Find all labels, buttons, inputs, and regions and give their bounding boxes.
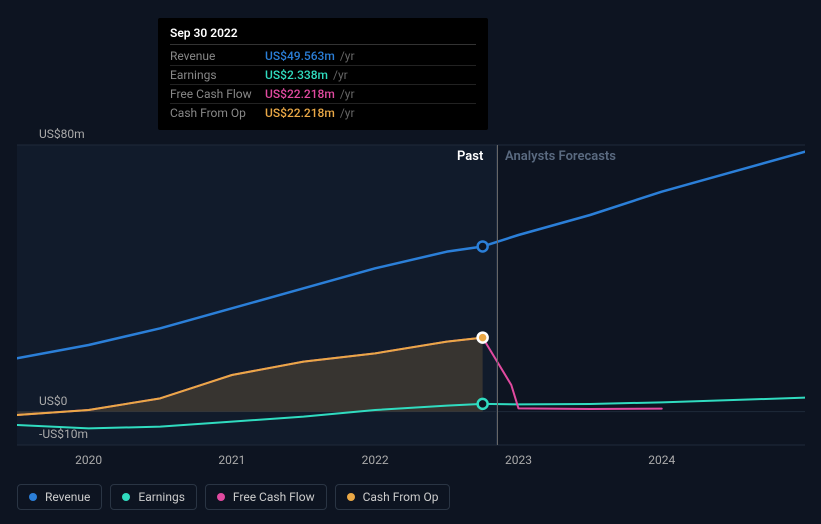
legend-dot-icon bbox=[347, 493, 355, 501]
tooltip-row: Free Cash FlowUS$22.218m/yr bbox=[170, 85, 476, 104]
tooltip-metric-value: US$22.218m bbox=[265, 106, 335, 120]
legend-dot-icon bbox=[217, 493, 225, 501]
x-axis-tick-label: 2023 bbox=[505, 453, 532, 467]
legend-dot-icon bbox=[122, 493, 130, 501]
tooltip-metric-unit: /yr bbox=[340, 49, 355, 63]
legend-dot-icon bbox=[29, 493, 37, 501]
hover-tooltip: Sep 30 2022 RevenueUS$49.563m/yrEarnings… bbox=[158, 18, 488, 130]
y-axis-tick-label: US$0 bbox=[39, 394, 67, 408]
tooltip-row: Cash From OpUS$22.218m/yr bbox=[170, 104, 476, 122]
legend-label: Cash From Op bbox=[363, 490, 439, 504]
x-axis-tick-label: 2021 bbox=[218, 453, 245, 467]
legend-item[interactable]: Cash From Op bbox=[335, 484, 451, 510]
chart-container: Past Analysts Forecasts US$80m US$0 -US$10… bbox=[17, 0, 805, 524]
legend-item[interactable]: Free Cash Flow bbox=[205, 484, 327, 510]
tooltip-date: Sep 30 2022 bbox=[170, 26, 476, 45]
y-axis-tick-label: US$80m bbox=[39, 127, 85, 141]
forecast-region-label: Analysts Forecasts bbox=[505, 149, 616, 164]
legend-item[interactable]: Earnings bbox=[110, 484, 197, 510]
y-axis-tick-label: -US$10m bbox=[39, 427, 88, 441]
tooltip-metric-label: Earnings bbox=[170, 68, 265, 82]
legend-item[interactable]: Revenue bbox=[17, 484, 102, 510]
legend-label: Revenue bbox=[45, 490, 90, 504]
hover-indicator-line bbox=[497, 145, 498, 445]
tooltip-metric-unit: /yr bbox=[340, 106, 355, 120]
tooltip-row: RevenueUS$49.563m/yr bbox=[170, 47, 476, 66]
tooltip-metric-value: US$49.563m bbox=[265, 49, 335, 63]
tooltip-metric-value: US$2.338m bbox=[265, 68, 328, 82]
x-axis-tick-label: 2022 bbox=[362, 453, 389, 467]
x-axis-tick-label: 2020 bbox=[75, 453, 102, 467]
chart-legend: Revenue Earnings Free Cash Flow Cash From O… bbox=[17, 484, 450, 510]
tooltip-metric-label: Cash From Op bbox=[170, 106, 265, 120]
tooltip-metric-unit: /yr bbox=[333, 68, 348, 82]
tooltip-metric-label: Revenue bbox=[170, 49, 265, 63]
past-region-label: Past bbox=[457, 149, 483, 164]
legend-label: Earnings bbox=[138, 490, 185, 504]
tooltip-metric-value: US$22.218m bbox=[265, 87, 335, 101]
legend-label: Free Cash Flow bbox=[233, 490, 315, 504]
tooltip-metric-unit: /yr bbox=[340, 87, 355, 101]
tooltip-row: EarningsUS$2.338m/yr bbox=[170, 66, 476, 85]
tooltip-metric-label: Free Cash Flow bbox=[170, 87, 265, 101]
x-axis-tick-label: 2024 bbox=[648, 453, 675, 467]
